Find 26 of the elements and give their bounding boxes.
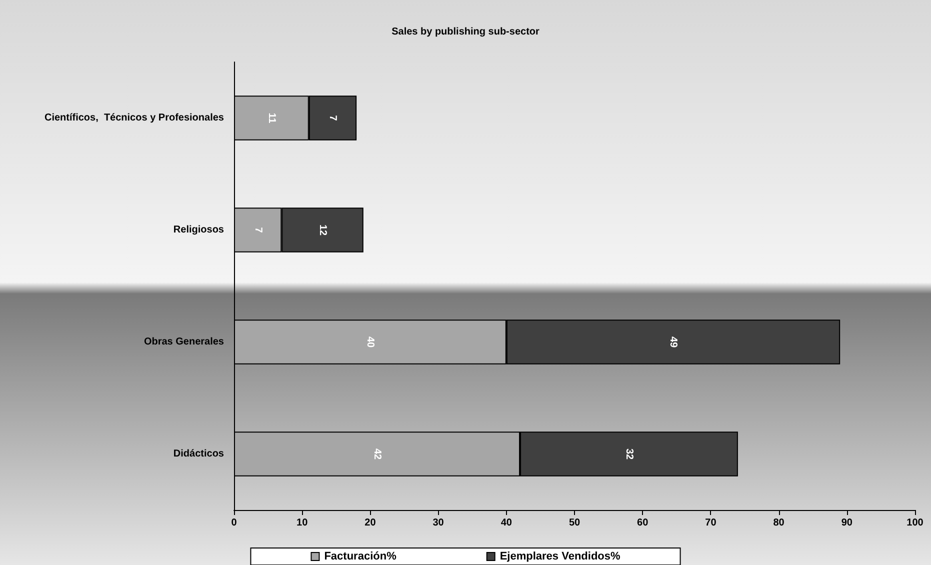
x-tick-label: 40 [500, 518, 512, 528]
x-tick-label: 60 [637, 518, 649, 528]
y-tick-label: Obras Generales [144, 336, 224, 348]
y-tick-label: Científicos, Técnicos y Profesionales [44, 112, 224, 124]
data-label: 12 [317, 224, 328, 236]
data-label: 40 [364, 336, 376, 348]
x-tick-label: 100 [906, 518, 924, 528]
x-tick-label: 20 [364, 518, 376, 528]
x-tick-label: 0 [231, 518, 238, 528]
x-tick-label: 70 [705, 518, 717, 528]
x-tick-label: 30 [432, 518, 444, 528]
data-label: 49 [668, 336, 679, 348]
x-tick-label: 10 [296, 518, 308, 528]
y-tick-label: Didácticos [173, 448, 224, 460]
data-label: 7 [327, 115, 338, 122]
legend-label: Facturación% [324, 550, 397, 562]
data-label: 7 [252, 227, 264, 234]
data-label: 42 [372, 448, 383, 460]
x-tick-label: 90 [841, 518, 853, 528]
chart-title: Sales by publishing sub-sector [392, 26, 540, 38]
x-tick-label: 50 [568, 518, 580, 528]
data-label: 11 [266, 112, 277, 124]
x-tick-label: 80 [773, 518, 785, 528]
data-label: 32 [623, 448, 634, 460]
legend-label: Ejemplares Vendidos% [500, 550, 620, 562]
y-tick-label: Religiosos [173, 224, 224, 236]
